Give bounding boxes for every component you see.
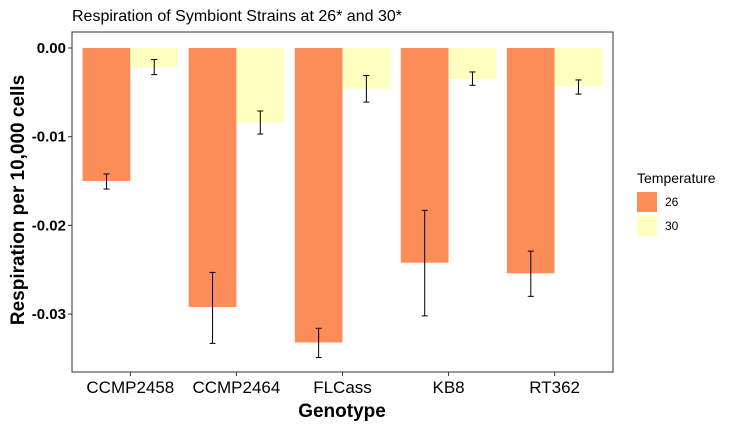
chart-title: Respiration of Symbiont Strains at 26* a…: [72, 8, 402, 25]
x-tick-label-kb8: KB8: [433, 378, 465, 397]
y-tick-label: -0.01: [32, 129, 66, 146]
legend-key-26: [637, 192, 657, 212]
x-tick-label-ccmp2458: CCMP2458: [86, 378, 174, 397]
x-tick-label-ccmp2464: CCMP2464: [192, 378, 280, 397]
legend: Temperature 26 30: [637, 170, 716, 236]
x-tick-label-flcass: FLCass: [313, 378, 372, 397]
y-tick-label: 0.00: [37, 40, 66, 57]
legend-title: Temperature: [637, 170, 716, 186]
bar-26-ccmp2458: [82, 48, 131, 181]
error-bars-group: [103, 59, 582, 359]
plot-panel: [71, 31, 614, 373]
x-axis: CCMP2458 CCMP2464 FLCass KB8 RT362: [86, 372, 580, 397]
bars-group: [82, 48, 603, 343]
bar-30-ccmp2464: [236, 48, 285, 123]
y-axis-title: Respiration per 10,000 cells: [8, 75, 29, 325]
y-tick-label: -0.02: [32, 217, 66, 234]
bar-26-ccmp2464: [188, 48, 237, 307]
legend-key-30: [637, 216, 657, 236]
y-axis: 0.00 -0.01 -0.02 -0.03: [32, 40, 72, 323]
y-tick-label: -0.03: [32, 306, 66, 323]
x-tick-label-rt362: RT362: [529, 378, 580, 397]
legend-label-30: 30: [665, 219, 679, 233]
bar-26-flcass: [294, 48, 343, 343]
bar-26-rt362: [506, 48, 555, 274]
bar-30-ccmp2458: [130, 48, 178, 68]
legend-label-26: 26: [665, 195, 679, 209]
x-axis-title: Genotype: [298, 401, 386, 422]
